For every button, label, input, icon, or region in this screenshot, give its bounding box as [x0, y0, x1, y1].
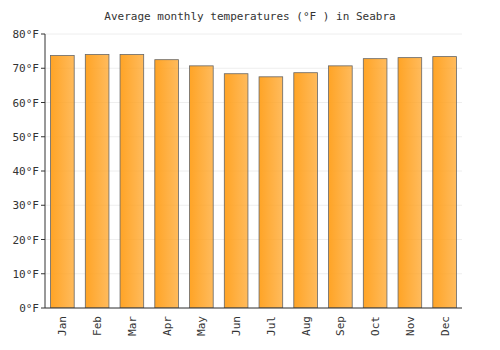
x-tick-label: Apr — [161, 316, 174, 336]
tick-mark — [41, 102, 45, 103]
bar — [363, 59, 387, 308]
tick-mark — [41, 239, 45, 240]
grid-line — [45, 308, 462, 309]
bars — [51, 55, 457, 308]
x-tick-label: Mar — [126, 316, 139, 336]
tick-mark — [41, 34, 45, 35]
x-tick-label: Jun — [230, 316, 243, 336]
x-tick-label: Nov — [404, 316, 417, 336]
tick-mark — [41, 136, 45, 137]
title: Average monthly temperatures (°F ) in Se… — [104, 10, 395, 23]
tick-mark — [41, 171, 45, 172]
bar — [155, 60, 179, 308]
bar — [259, 77, 283, 308]
x-tick-label: Jan — [56, 316, 69, 336]
y-tick-label: 60°F — [13, 97, 40, 110]
y-tick-label: 20°F — [13, 234, 40, 247]
y-tick-label: 10°F — [13, 268, 40, 281]
bar — [120, 55, 144, 308]
y-tick-label: 30°F — [13, 199, 40, 212]
bar — [224, 74, 248, 308]
x-tick-label: Sep — [334, 316, 347, 336]
y-axis — [45, 34, 46, 308]
bar — [190, 66, 214, 308]
tick-mark — [41, 273, 45, 274]
bar — [433, 57, 457, 308]
x-tick-label: Aug — [300, 316, 313, 336]
chart: Average monthly temperatures (°F ) in Se… — [0, 0, 500, 350]
tick-mark — [41, 308, 45, 309]
tick-mark — [41, 205, 45, 206]
x-tick-label: Oct — [369, 316, 382, 336]
x-axis — [45, 308, 462, 309]
bar — [398, 58, 422, 308]
y-tick-label: 0°F — [19, 302, 39, 315]
y-tick-label: 50°F — [13, 131, 40, 144]
x-tick-label: Dec — [439, 316, 452, 336]
bar — [51, 56, 75, 308]
bar — [85, 55, 109, 308]
y-tick-label: 80°F — [13, 28, 40, 41]
x-tick-label: May — [195, 316, 208, 336]
x-tick-label: Jul — [265, 316, 278, 336]
tick-mark — [41, 68, 45, 69]
grid-line — [45, 34, 462, 35]
x-tick-label: Feb — [91, 316, 104, 336]
bar — [294, 73, 318, 308]
y-tick-label: 40°F — [13, 165, 40, 178]
y-tick-label: 70°F — [13, 62, 40, 75]
bar — [329, 66, 353, 308]
